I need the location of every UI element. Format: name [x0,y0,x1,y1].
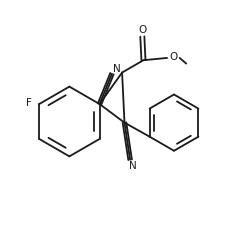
Text: N: N [129,161,137,171]
Text: N: N [113,64,121,74]
Text: F: F [26,98,32,108]
Text: O: O [169,52,178,62]
Text: O: O [138,25,147,35]
